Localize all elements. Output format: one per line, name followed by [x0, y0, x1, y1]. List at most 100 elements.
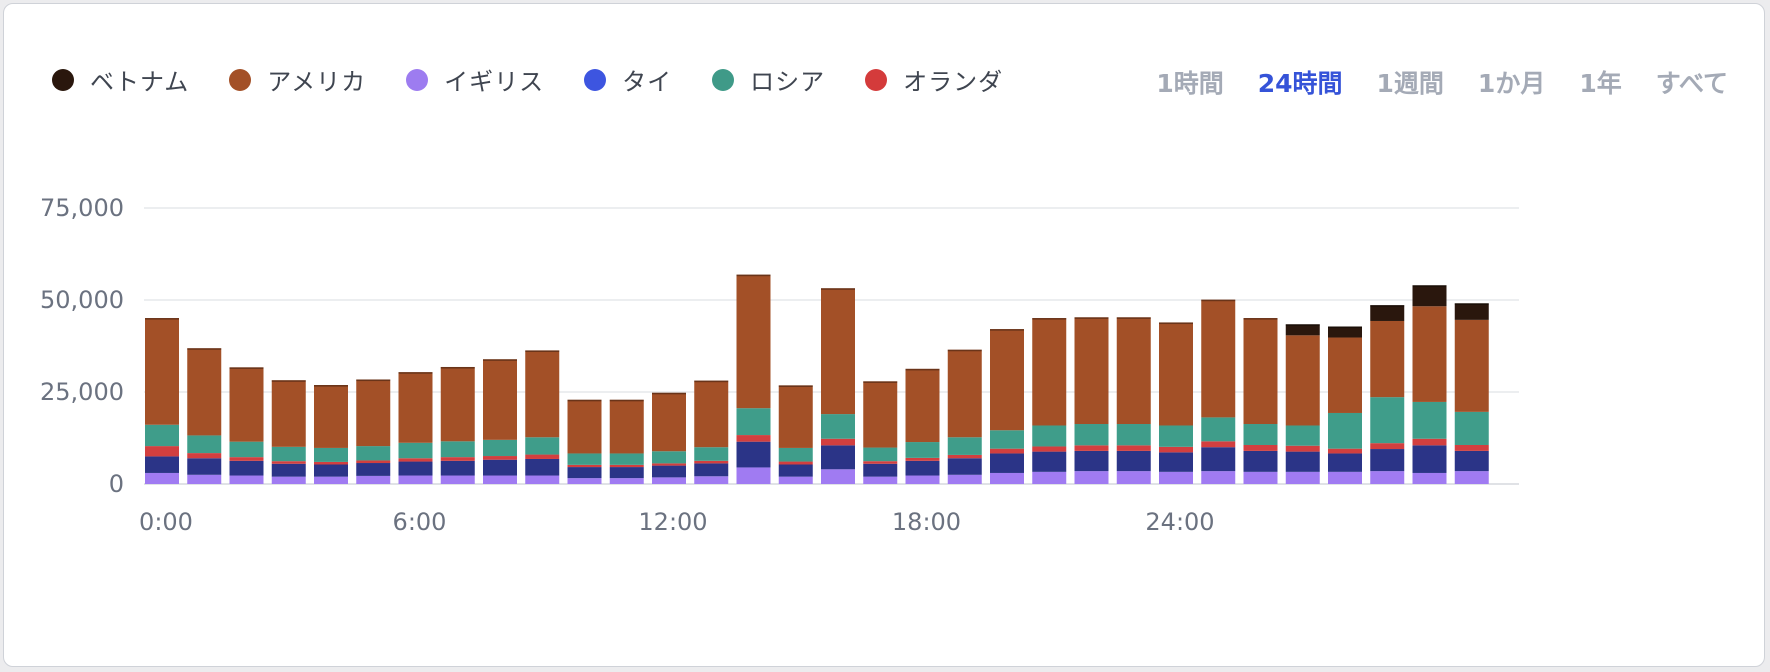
- range-button[interactable]: 1年: [1579, 69, 1622, 98]
- bar-segment: [1370, 305, 1405, 321]
- bar-segment: [567, 478, 602, 484]
- bar-segment: [525, 437, 560, 455]
- legend-dot-icon: [229, 68, 252, 91]
- bar-segment: [821, 414, 855, 439]
- bar-segment: [1285, 324, 1320, 336]
- y-tick-label: 25,000: [40, 378, 124, 406]
- bar-segment: [1074, 424, 1109, 446]
- legend-item[interactable]: イギリス: [406, 62, 544, 97]
- bar-segment: [905, 475, 940, 484]
- bar-segment: [990, 448, 1024, 454]
- bar-segment: [1159, 322, 1193, 426]
- bar-segment: [947, 474, 982, 484]
- bar-segment: [694, 447, 729, 461]
- bar-segment: [1328, 412, 1362, 449]
- bar-segment: [483, 475, 517, 484]
- bar-segment: [271, 476, 306, 484]
- bar-segment: [1370, 320, 1405, 398]
- bar-segment: [187, 453, 222, 459]
- legend-dot-icon: [712, 68, 735, 91]
- bar-segment: [1074, 450, 1109, 472]
- legend-item[interactable]: アメリカ: [229, 62, 366, 97]
- bar-segment: [1116, 317, 1151, 425]
- bar-segment: [821, 288, 855, 415]
- bar-segment: [863, 461, 898, 464]
- bar-segment: [1412, 401, 1447, 439]
- bar-segment: [1159, 452, 1193, 472]
- bar-segment: [1370, 471, 1405, 484]
- bar-segment: [1412, 285, 1447, 307]
- legend-dot-icon: [865, 68, 888, 91]
- bar-top-edge: [1454, 303, 1489, 305]
- bar-top-edge: [1370, 305, 1405, 307]
- bar-segment: [1116, 450, 1151, 472]
- bar-segment: [778, 464, 813, 477]
- bar-top-edge: [1201, 299, 1236, 302]
- legend-item[interactable]: オランダ: [865, 62, 1003, 97]
- bar-top-edge: [947, 349, 982, 352]
- bar-top-edge: [1285, 324, 1320, 326]
- bar-segment: [483, 456, 517, 460]
- bar-segment: [1032, 451, 1067, 472]
- bar-segment: [1328, 453, 1362, 472]
- y-tick-label: 0: [109, 470, 124, 498]
- x-tick-label: 18:00: [892, 508, 961, 536]
- bar-segment: [736, 274, 771, 409]
- bar-segment: [1328, 471, 1362, 484]
- bar-segment: [483, 439, 517, 457]
- bar-segment: [1454, 319, 1489, 412]
- range-button[interactable]: 1か月: [1477, 69, 1546, 98]
- legend-item[interactable]: タイ: [584, 62, 672, 97]
- time-range-selector: 1時間 24時間 1週間 1か月 1年 すべて: [1122, 64, 1728, 100]
- bar-segment: [356, 446, 391, 461]
- bar-segment: [778, 447, 813, 462]
- bar-segment: [1201, 471, 1236, 484]
- bar-segment: [145, 446, 179, 457]
- bar-segment: [398, 461, 433, 476]
- bar-segment: [229, 367, 264, 442]
- bar-segment: [1412, 472, 1447, 484]
- range-button[interactable]: 1週間: [1376, 69, 1444, 98]
- bar-segment: [440, 475, 475, 484]
- range-button[interactable]: 24時間: [1257, 69, 1343, 98]
- bar-segment: [1201, 447, 1236, 472]
- legend-label: タイ: [622, 68, 673, 96]
- bar-top-edge: [1032, 318, 1067, 320]
- bar-segment: [398, 372, 433, 443]
- x-tick-label: 6:00: [393, 508, 447, 536]
- bar-segment: [1328, 337, 1362, 413]
- bar-top-edge: [609, 399, 644, 402]
- bar-top-edge: [1159, 322, 1193, 325]
- bar-segment: [1454, 411, 1489, 445]
- bar-segment: [271, 463, 306, 477]
- bar-segment: [567, 467, 602, 479]
- bar-segment: [778, 385, 813, 448]
- bar-top-edge: [905, 368, 940, 371]
- bar-segment: [652, 451, 686, 464]
- bar-segment: [145, 456, 179, 473]
- x-tick-label: 0:00: [139, 508, 193, 536]
- range-button[interactable]: 1時間: [1156, 69, 1224, 98]
- legend-item[interactable]: ベトナム: [52, 62, 189, 97]
- bar-segment: [314, 461, 348, 465]
- bar-top-edge: [821, 288, 855, 290]
- bar-top-edge: [990, 329, 1024, 331]
- legend: ベトナム アメリカ イギリス タイ ロシア オランダ: [52, 62, 1043, 97]
- bar-segment: [229, 475, 264, 484]
- bar-top-edge: [525, 350, 560, 353]
- legend-item[interactable]: ロシア: [712, 62, 825, 97]
- bar-segment: [1285, 451, 1320, 472]
- bar-top-edge: [271, 380, 306, 382]
- bar-segment: [1032, 446, 1067, 452]
- legend-label: イギリス: [444, 68, 545, 96]
- bar-segment: [736, 408, 771, 436]
- bar-top-edge: [1074, 317, 1109, 319]
- bar-top-edge: [778, 385, 813, 387]
- bar-segment: [271, 461, 306, 464]
- bar-top-edge: [440, 366, 475, 369]
- bar-segment: [271, 380, 306, 447]
- bar-segment: [1412, 438, 1447, 446]
- bar-segment: [1454, 444, 1489, 451]
- range-button[interactable]: すべて: [1655, 69, 1728, 98]
- bar-segment: [229, 460, 264, 476]
